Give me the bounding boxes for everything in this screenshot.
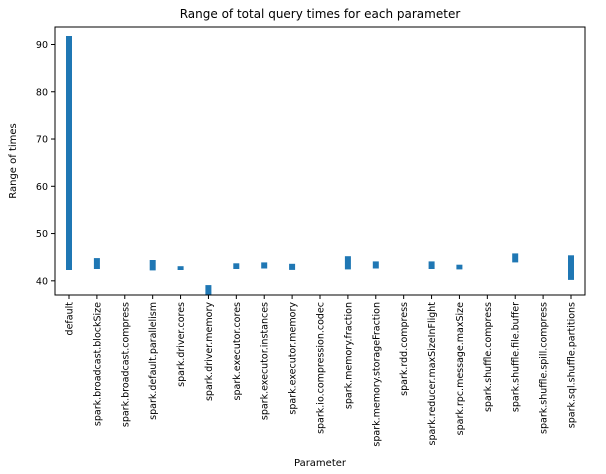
x-tick-label: spark.executor.memory xyxy=(288,302,299,415)
x-tick-label: spark.executor.instances xyxy=(260,302,271,420)
range-bar xyxy=(289,263,296,270)
x-tick-label: spark.default.parallelism xyxy=(148,302,159,420)
x-tick-label: spark.driver.memory xyxy=(204,302,215,401)
x-axis: default spark.broadcast.blockSize spark.br… xyxy=(65,295,578,447)
x-tick-label: spark.broadcast.compress xyxy=(120,302,131,427)
range-bar xyxy=(428,261,435,269)
x-tick-label: spark.io.compression.codec xyxy=(316,302,327,434)
x-tick-label: spark.broadcast.blockSize xyxy=(92,302,103,426)
range-bar xyxy=(568,255,574,280)
x-tick-label: spark.sql.shuffle.partitions xyxy=(567,302,578,428)
plot-area xyxy=(66,36,574,295)
y-tick-label: 90 xyxy=(36,40,48,51)
x-tick-label: spark.shuffle.file.buffer xyxy=(511,302,522,412)
x-tick-label: default xyxy=(65,302,76,336)
x-tick-label: spark.executor.cores xyxy=(232,302,243,400)
x-tick-label: spark.rpc.message.maxSize xyxy=(455,302,466,435)
y-axis-label: Range of times xyxy=(8,123,19,199)
x-tick-label: spark.shuffle.spill.compress xyxy=(539,302,550,434)
x-tick-label: spark.memory.fraction xyxy=(343,302,354,409)
x-tick-label: spark.shuffle.compress xyxy=(483,302,494,412)
range-bar xyxy=(456,264,463,270)
y-tick-label: 40 xyxy=(36,276,48,287)
y-tick-label: 50 xyxy=(36,229,48,240)
range-bar xyxy=(512,253,519,263)
range-bar xyxy=(372,261,379,269)
x-tick-label: spark.reducer.maxSizeInFlight xyxy=(427,302,438,446)
range-bar xyxy=(66,36,72,270)
range-bar xyxy=(205,285,212,295)
x-tick-label: spark.driver.cores xyxy=(176,302,187,387)
range-bar xyxy=(344,256,351,270)
plot-frame xyxy=(54,26,586,296)
range-bar xyxy=(93,258,100,269)
y-tick-label: 70 xyxy=(36,135,48,146)
x-tick-label: spark.rdd.compress xyxy=(399,302,410,396)
y-tick-label: 80 xyxy=(36,87,48,98)
y-axis: 40 50 60 70 80 90 xyxy=(36,40,55,287)
chart-title: Range of total query times for each para… xyxy=(180,7,461,21)
range-bar xyxy=(177,266,184,270)
range-bar xyxy=(233,263,240,269)
x-axis-label: Parameter xyxy=(294,458,347,469)
x-tick-label: spark.memory.storageFraction xyxy=(371,302,382,447)
range-bar xyxy=(149,260,156,271)
range-bar xyxy=(261,262,268,269)
y-tick-label: 60 xyxy=(36,182,48,193)
